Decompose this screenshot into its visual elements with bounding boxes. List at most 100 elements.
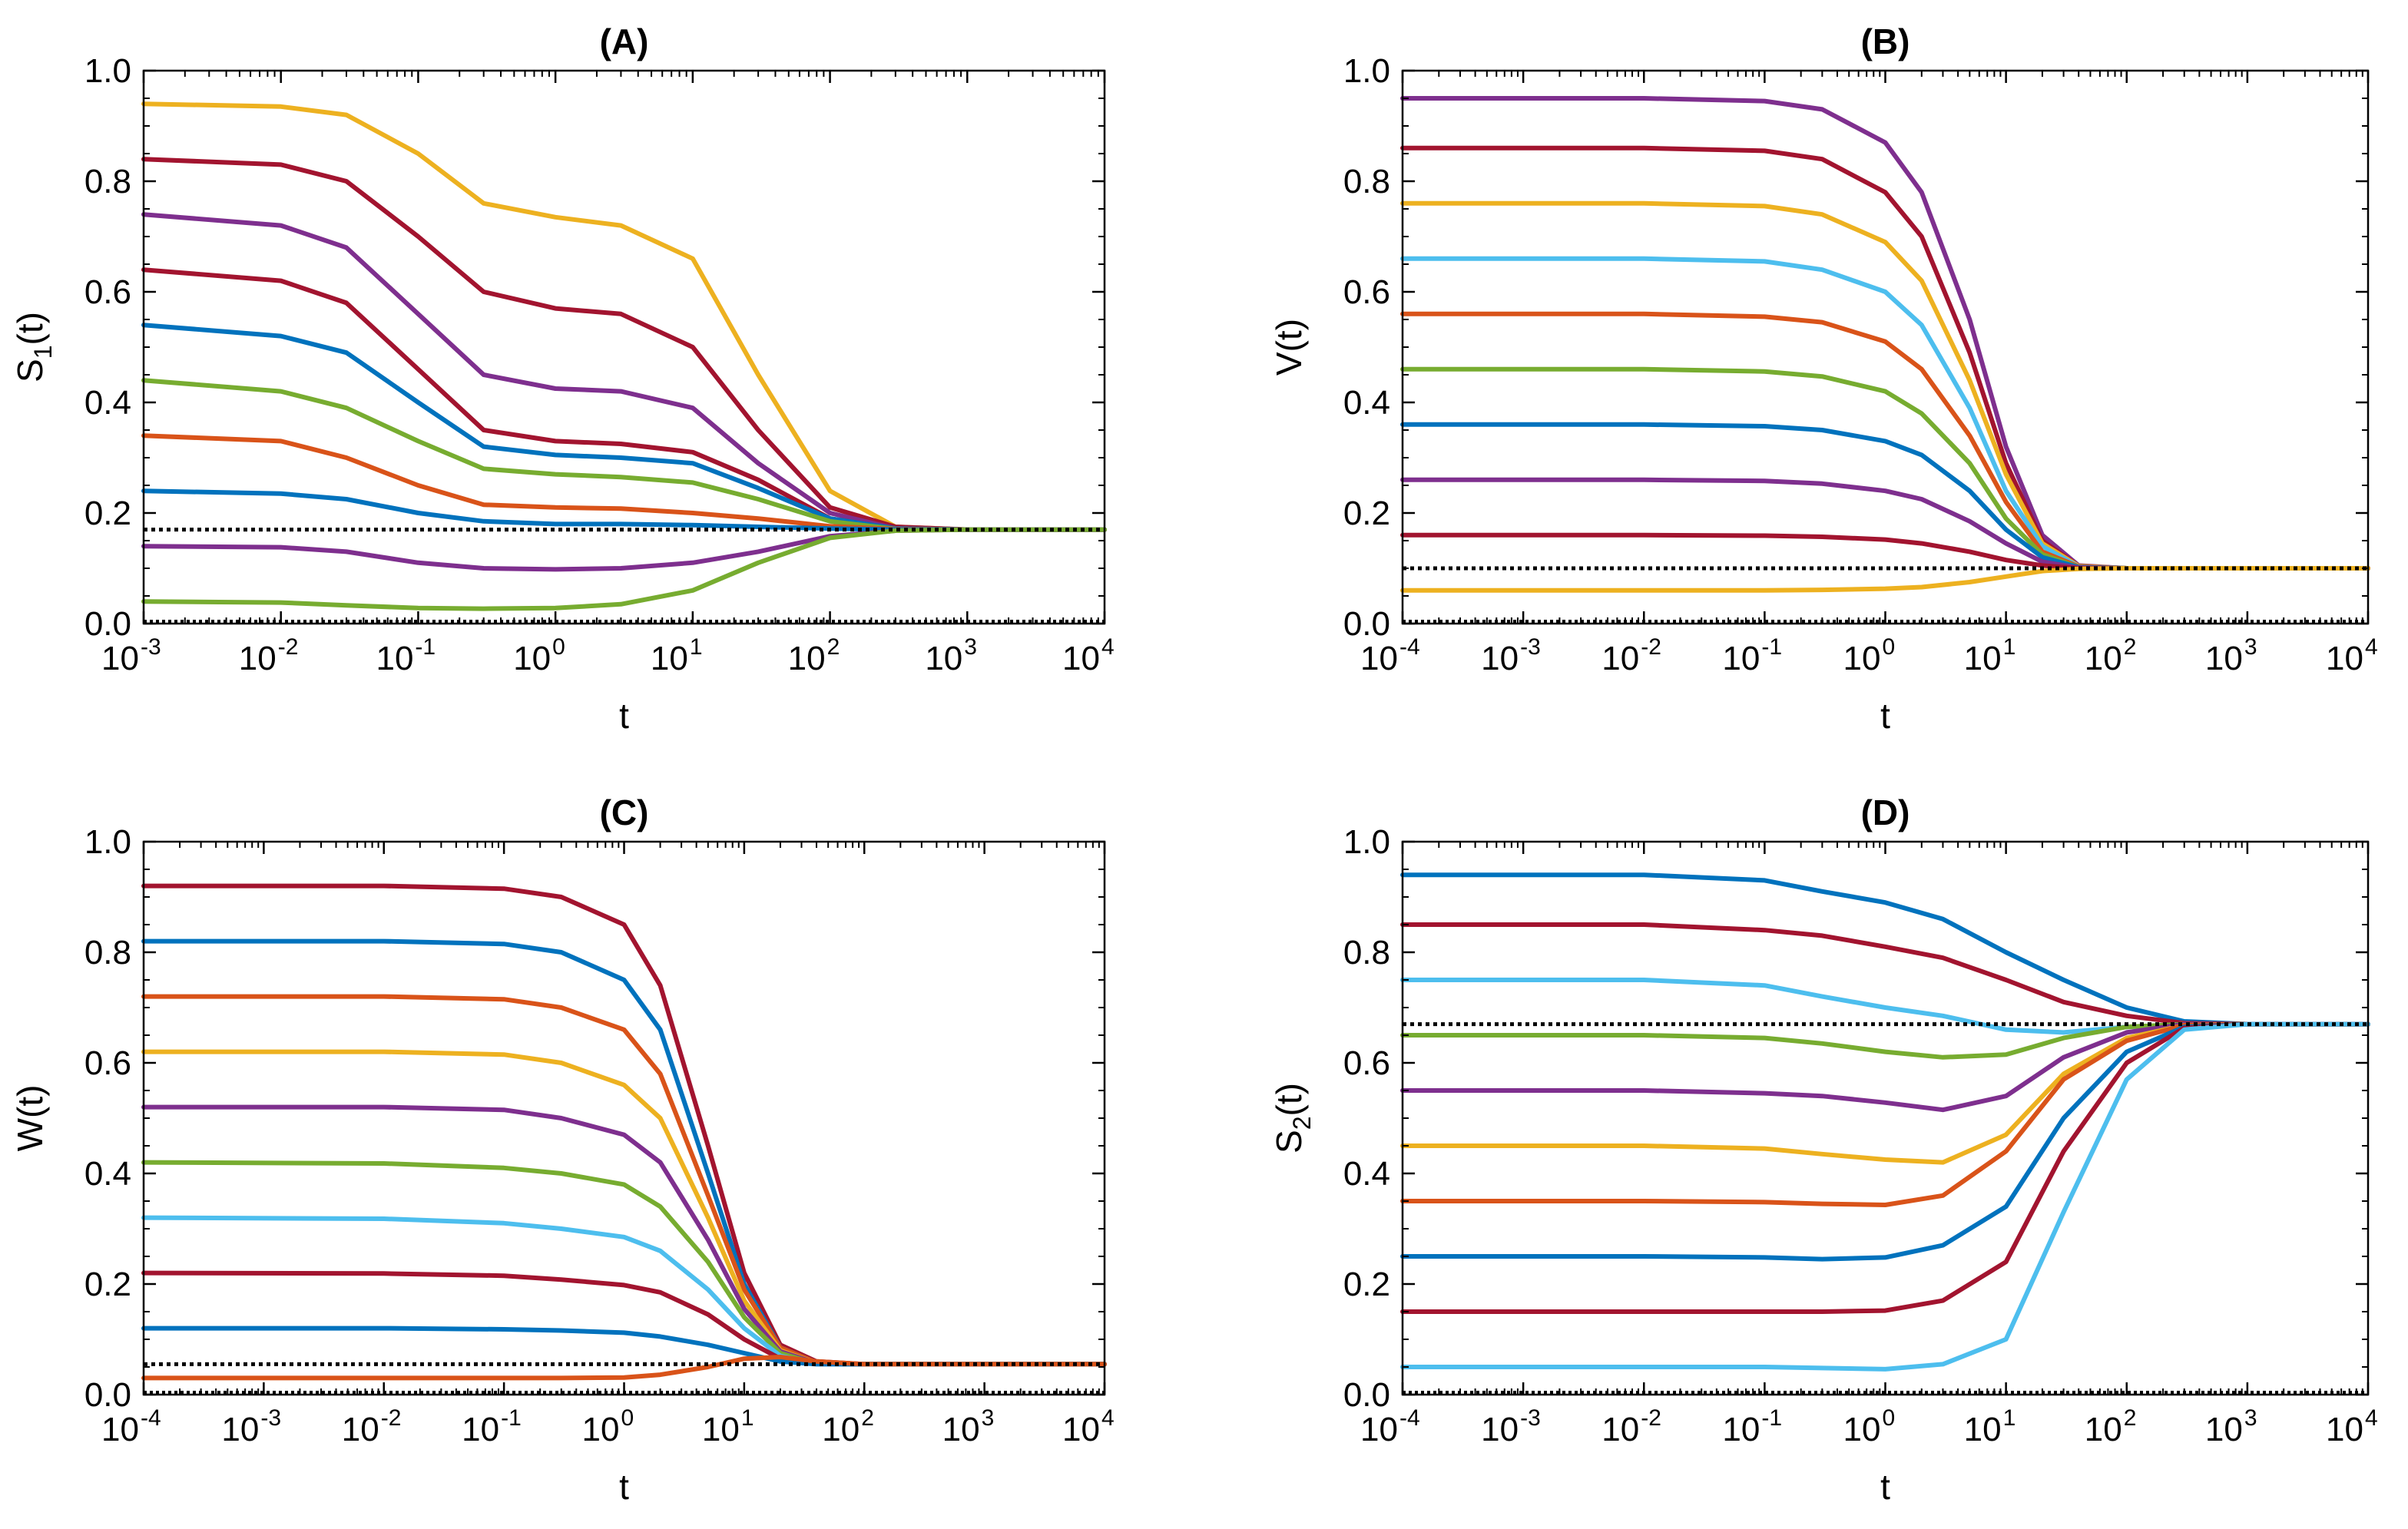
x-tick-label: 10 -2 xyxy=(239,634,299,677)
y-tick-label: 0.6 xyxy=(84,273,131,311)
plot-area xyxy=(1403,842,2368,1395)
y-axis-label: W(t) xyxy=(10,1085,50,1152)
x-tick-base: 10 xyxy=(2205,640,2243,677)
x-tick-exponent: 4 xyxy=(1101,634,1115,660)
x-tick-exponent: -3 xyxy=(1520,1405,1541,1431)
x-tick-label: 10 4 xyxy=(2326,634,2378,677)
x-tick-exponent: 2 xyxy=(827,634,840,660)
x-tick-label: 10 2 xyxy=(822,1405,874,1448)
x-tick-base: 10 xyxy=(462,1411,499,1448)
x-tick-label: 10 -1 xyxy=(1722,634,1782,677)
panel-title: (A) xyxy=(600,22,649,61)
x-tick-exponent: -3 xyxy=(260,1405,281,1431)
x-axis-label: t xyxy=(619,1467,629,1507)
x-tick-base: 10 xyxy=(1964,1411,2002,1448)
x-tick-label: 10 3 xyxy=(942,1405,995,1448)
x-tick-base: 10 xyxy=(1360,640,1398,677)
x-tick-label: 10 -2 xyxy=(1601,634,1661,677)
x-tick-label: 10 -1 xyxy=(462,1405,522,1448)
y-tick-label: 0.4 xyxy=(84,1155,131,1193)
x-tick-exponent: -1 xyxy=(501,1405,522,1431)
x-tick-base: 10 xyxy=(2085,1411,2122,1448)
x-tick-exponent: -4 xyxy=(141,1405,161,1431)
y-tick-label: 0.0 xyxy=(84,605,131,643)
x-tick-exponent: -4 xyxy=(1399,1405,1420,1431)
panel-title: (C) xyxy=(600,793,649,832)
y-tick-label: 0.6 xyxy=(1343,1044,1390,1082)
panel-title: (D) xyxy=(1861,793,1910,832)
x-tick-label: 10 4 xyxy=(2326,1405,2378,1448)
x-tick-base: 10 xyxy=(1601,1411,1639,1448)
y-axis-label: S2(t) xyxy=(1269,1083,1316,1153)
x-tick-exponent: 1 xyxy=(2003,634,2016,660)
x-tick-exponent: 2 xyxy=(2124,1405,2137,1431)
x-tick-exponent: 0 xyxy=(552,634,565,660)
y-tick-label: 0.2 xyxy=(84,495,131,532)
x-tick-label: 10 -3 xyxy=(1481,1405,1541,1448)
y-tick-label: 0.2 xyxy=(84,1266,131,1303)
x-tick-base: 10 xyxy=(2085,640,2122,677)
y-tick-label: 0.8 xyxy=(84,934,131,971)
x-tick-base: 10 xyxy=(651,640,688,677)
plot-frame xyxy=(142,69,1106,625)
x-tick-label: 10 -3 xyxy=(221,1405,281,1448)
y-tick-label: 1.0 xyxy=(84,52,131,90)
series-line xyxy=(141,1355,1107,1381)
y-axis-label: V(t) xyxy=(1269,319,1309,376)
y-axis-label-main: W(t) xyxy=(10,1085,50,1152)
x-tick-base: 10 xyxy=(101,640,139,677)
plot-area xyxy=(1403,71,2368,624)
x-tick-base: 10 xyxy=(1843,640,1881,677)
x-tick-base: 10 xyxy=(1722,640,1760,677)
x-tick-label: 10 4 xyxy=(1062,634,1115,677)
x-tick-label: 10 3 xyxy=(2205,634,2257,677)
y-tick-label: 0.2 xyxy=(1343,495,1390,532)
x-tick-exponent: 3 xyxy=(982,1405,995,1431)
x-tick-base: 10 xyxy=(1964,640,2002,677)
x-tick-label: 10 -2 xyxy=(1601,1405,1661,1448)
x-tick-base: 10 xyxy=(582,1411,620,1448)
x-tick-base: 10 xyxy=(2326,1411,2363,1448)
y-tick-label: 0.0 xyxy=(1343,605,1390,643)
x-tick-base: 10 xyxy=(342,1411,379,1448)
x-tick-exponent: 2 xyxy=(2124,634,2137,660)
x-tick-base: 10 xyxy=(1481,1411,1519,1448)
x-axis-label: t xyxy=(1880,1467,1890,1507)
y-tick-label: 0.0 xyxy=(1343,1376,1390,1414)
x-tick-base: 10 xyxy=(1481,640,1519,677)
x-tick-base: 10 xyxy=(1601,640,1639,677)
x-tick-exponent: 1 xyxy=(2003,1405,2016,1431)
plot-area xyxy=(144,71,1105,624)
panel-D: 10 -4 10 -3 10 -2 10 -1 10 0 10 1 10 2 10 3 10 40.00.20.4… xyxy=(1269,793,2378,1507)
y-tick-label: 0.8 xyxy=(1343,163,1390,200)
x-tick-exponent: 1 xyxy=(690,634,703,660)
x-tick-exponent: 3 xyxy=(964,634,977,660)
x-tick-label: 10 -1 xyxy=(1722,1405,1782,1448)
x-tick-exponent: -1 xyxy=(1761,1405,1782,1431)
x-tick-exponent: -2 xyxy=(1641,634,1661,660)
x-tick-base: 10 xyxy=(1062,640,1100,677)
plot-frame xyxy=(1401,69,2370,625)
x-tick-label: 10 -4 xyxy=(1360,1405,1420,1448)
panel-A: 10 -3 10 -2 10 -1 10 0 10 1 10 2 10 3 10 40.00.20.40.60… xyxy=(10,22,1115,736)
x-tick-base: 10 xyxy=(2205,1411,2243,1448)
x-tick-base: 10 xyxy=(942,1411,980,1448)
x-axis-label: t xyxy=(619,696,629,736)
y-axis-label-subscript: 1 xyxy=(29,345,57,359)
panel-title: (B) xyxy=(1861,22,1910,61)
panel-C: 10 -4 10 -3 10 -2 10 -1 10 0 10 1 10 2 10 3 10 40.00.20.4… xyxy=(10,793,1115,1507)
y-tick-label: 0.2 xyxy=(1343,1266,1390,1303)
x-tick-label: 10 -4 xyxy=(1360,634,1420,677)
x-tick-label: 10 3 xyxy=(925,634,977,677)
x-tick-exponent: -2 xyxy=(1641,1405,1661,1431)
x-tick-exponent: 0 xyxy=(621,1405,634,1431)
x-tick-label: 10 0 xyxy=(1843,634,1896,677)
x-axis-label: t xyxy=(1880,696,1890,736)
x-tick-exponent: 2 xyxy=(861,1405,874,1431)
x-tick-label: 10 2 xyxy=(2085,634,2137,677)
x-tick-base: 10 xyxy=(239,640,277,677)
y-axis-label-main: V(t) xyxy=(1269,319,1309,376)
x-tick-exponent: 4 xyxy=(1101,1405,1115,1431)
x-tick-base: 10 xyxy=(788,640,826,677)
